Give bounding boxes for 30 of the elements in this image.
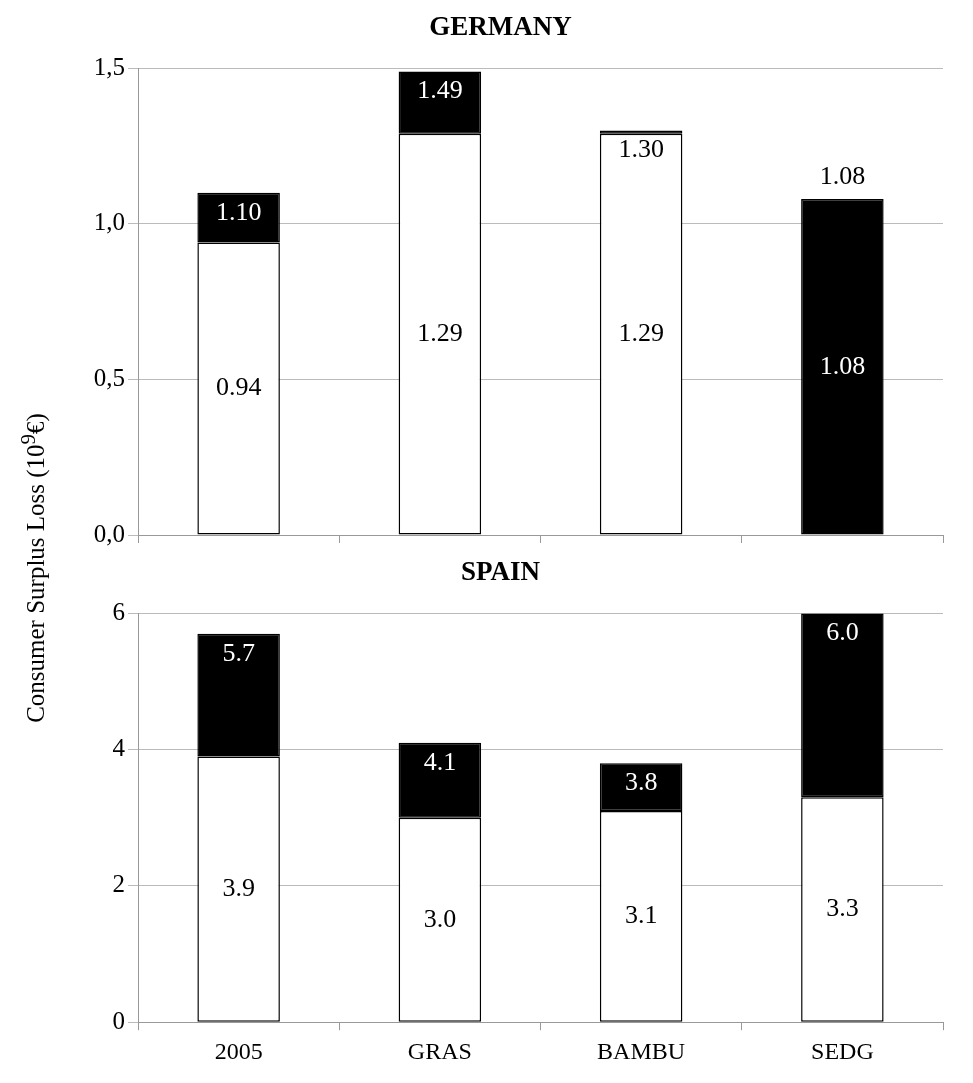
data-label: 1.29 [618,317,664,347]
y-tick-label: 0,0 [93,519,125,547]
y-tick-label: 1,5 [93,52,125,80]
total-label: 1.49 [417,75,463,105]
total-label: 1.08 [819,160,866,190]
y-tick-label: 1,0 [93,208,125,236]
total-label: 1.30 [618,134,664,164]
data-label: 3.3 [826,893,859,923]
x-tick-label: BAMBU [597,1037,686,1064]
chart-title: SPAIN [460,556,541,587]
y-tick-label: 6 [112,597,125,625]
total-label: 4.1 [423,746,457,776]
y-tick-label: 2 [112,870,125,898]
data-label: 3.1 [624,900,658,930]
chart-title: GERMANY [429,11,572,42]
x-tick-label: 2005 [214,1037,263,1064]
x-tick-label: GRAS [407,1037,472,1064]
data-label: 3.9 [222,872,255,902]
data-label: 1.29 [417,317,463,347]
data-label: 0.94 [215,372,262,402]
y-tick-label: 0,5 [93,364,125,392]
data-label: 1.08 [819,350,866,380]
total-label: 1.10 [215,196,262,226]
total-label: 6.0 [826,617,859,647]
y-tick-label: 4 [112,734,126,762]
total-label: 3.8 [624,767,658,797]
y-tick-label: 0 [112,1006,125,1034]
x-tick-label: SEDG [811,1037,874,1064]
data-label: 3.0 [423,903,457,933]
total-label: 5.7 [222,637,255,667]
